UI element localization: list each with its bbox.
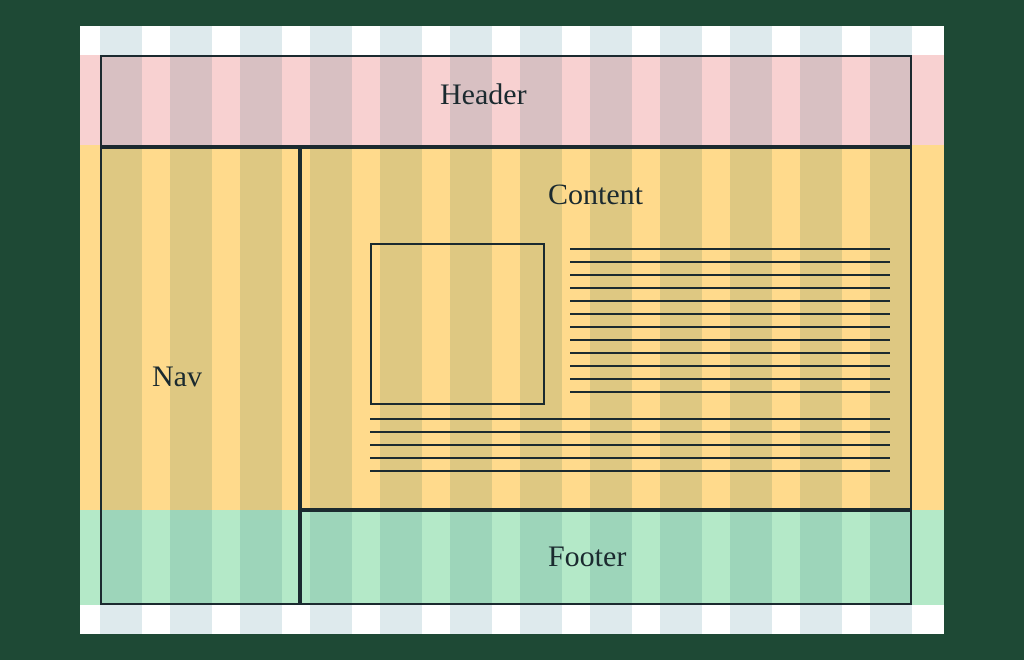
text-line	[570, 339, 890, 341]
text-line	[570, 326, 890, 328]
text-line	[570, 261, 890, 263]
text-line	[570, 378, 890, 380]
text-line	[370, 431, 890, 433]
footer-label: Footer	[548, 540, 626, 574]
text-line	[370, 470, 890, 472]
text-line	[570, 313, 890, 315]
text-line	[370, 444, 890, 446]
header-label: Header	[440, 78, 527, 112]
image-placeholder-box	[370, 243, 545, 405]
text-line	[370, 418, 890, 420]
text-line	[570, 300, 890, 302]
text-line	[370, 457, 890, 459]
text-line	[570, 365, 890, 367]
nav-label: Nav	[152, 360, 202, 394]
text-line	[570, 287, 890, 289]
text-line	[570, 274, 890, 276]
text-line	[570, 352, 890, 354]
content-label: Content	[548, 178, 643, 212]
text-line	[570, 248, 890, 250]
text-line	[570, 391, 890, 393]
